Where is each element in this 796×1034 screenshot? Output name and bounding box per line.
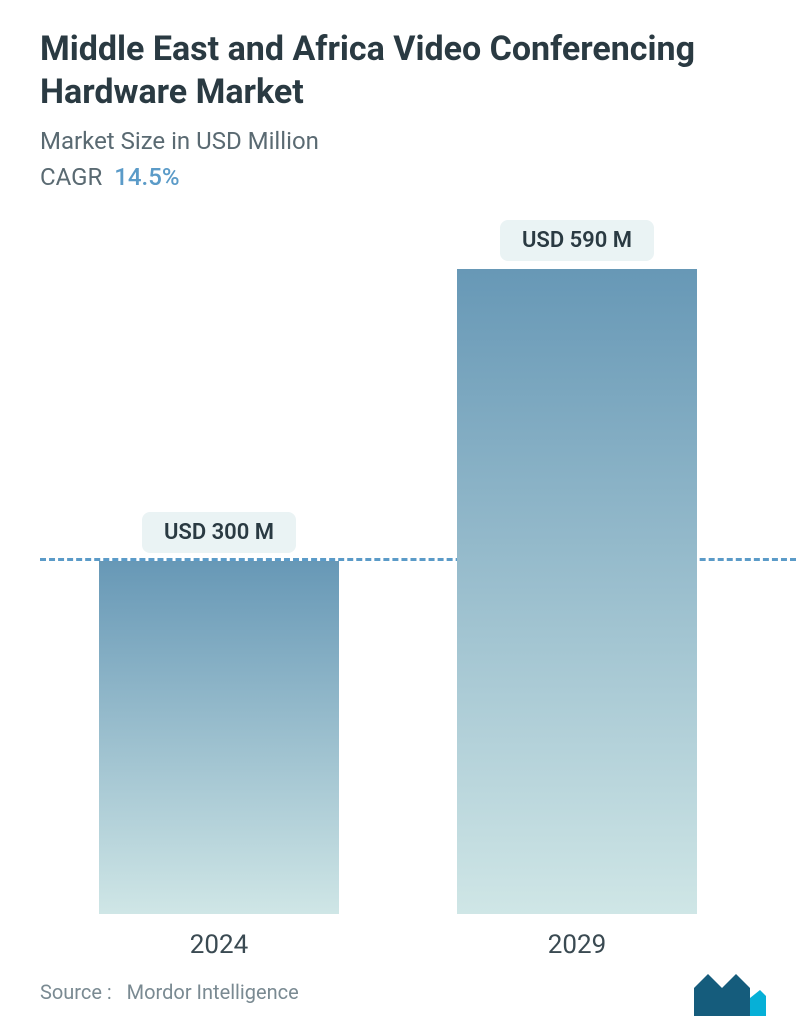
bar [457, 269, 697, 914]
bars-container: USD 300 M USD 590 M [40, 220, 756, 914]
cagr-value: 14.5% [114, 163, 179, 191]
source-label: Source : [40, 980, 112, 1004]
source-text: Source : Mordor Intelligence [40, 980, 299, 1004]
chart-subtitle: Market Size in USD Million [40, 127, 756, 155]
cagr-label: CAGR [40, 163, 102, 191]
cagr-line: CAGR 14.5% [40, 163, 756, 191]
x-axis-labels: 2024 2029 [40, 930, 756, 960]
source-name: Mordor Intelligence [127, 980, 299, 1004]
chart-area: USD 300 M USD 590 M [40, 220, 756, 914]
value-badge: USD 300 M [142, 512, 296, 553]
bar [99, 561, 339, 914]
x-axis-label: 2029 [457, 930, 697, 960]
footer: Source : Mordor Intelligence [40, 968, 766, 1016]
brand-logo-icon [694, 968, 766, 1016]
bar-group: USD 590 M [457, 220, 697, 914]
chart-title: Middle East and Africa Video Conferencin… [40, 28, 756, 113]
x-axis-label: 2024 [99, 930, 339, 960]
bar-group: USD 300 M [99, 220, 339, 914]
value-badge: USD 590 M [500, 220, 654, 261]
